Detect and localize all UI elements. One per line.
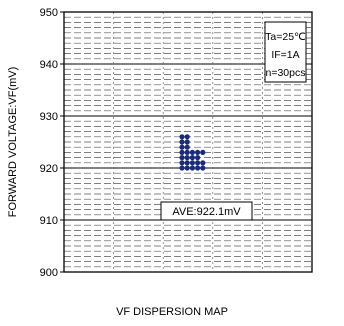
legend-current: IF=1A xyxy=(271,49,299,61)
data-point xyxy=(189,165,195,171)
y-tick-label: 930 xyxy=(40,111,58,123)
data-point xyxy=(195,160,201,166)
data-point xyxy=(195,155,201,161)
data-point xyxy=(179,134,185,140)
chart-title: VF DISPERSION MAP xyxy=(116,306,228,318)
data-point xyxy=(179,149,185,155)
data-point xyxy=(195,165,201,171)
data-point xyxy=(179,165,185,171)
data-point xyxy=(184,144,190,150)
plot-frame xyxy=(63,11,313,273)
data-point xyxy=(184,139,190,145)
average-label: AVE:922.1mV xyxy=(172,206,241,218)
y-tick-label: 950 xyxy=(40,7,58,19)
y-tick-label: 910 xyxy=(40,215,58,227)
data-point xyxy=(189,160,195,166)
legend-sample-count: n=30pcs xyxy=(266,67,306,79)
data-point xyxy=(189,149,195,155)
y-tick-label: 940 xyxy=(40,59,58,71)
data-point xyxy=(200,149,206,155)
legend-box: Ta=25℃ IF=1A n=30pcs xyxy=(264,21,307,83)
data-point xyxy=(184,160,190,166)
y-tick-label: 900 xyxy=(40,267,58,279)
data-point xyxy=(179,139,185,145)
data-point xyxy=(195,149,201,155)
data-point xyxy=(179,144,185,150)
data-points xyxy=(179,134,206,171)
legend-temperature: Ta=25℃ xyxy=(265,31,306,43)
y-axis-label: FORWARD VOLTAGE:VF(mV) xyxy=(7,67,19,218)
data-point xyxy=(184,149,190,155)
y-axis: 900 910 920 930 940 950 xyxy=(40,7,64,279)
data-point xyxy=(184,134,190,140)
y-tick-label: 920 xyxy=(40,163,58,175)
data-point xyxy=(189,155,195,161)
data-point xyxy=(184,165,190,171)
data-point xyxy=(179,155,185,161)
data-point xyxy=(200,160,206,166)
average-annotation: AVE:922.1mV xyxy=(160,201,253,221)
data-point xyxy=(179,160,185,166)
data-point xyxy=(200,165,206,171)
data-point xyxy=(184,155,190,161)
